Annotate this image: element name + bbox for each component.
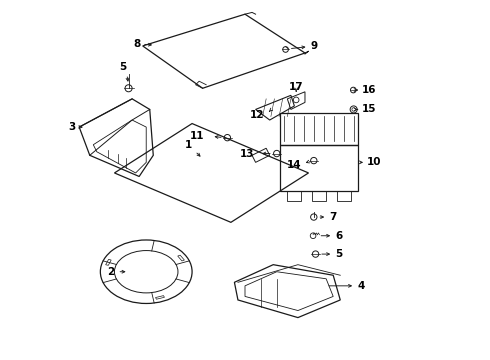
Text: 15: 15	[362, 104, 376, 114]
Text: 1: 1	[185, 140, 200, 156]
Text: 17: 17	[289, 81, 303, 91]
Text: 12: 12	[250, 110, 265, 120]
Text: 7: 7	[329, 212, 336, 222]
Bar	[287, 190, 301, 201]
Text: 2: 2	[107, 267, 125, 277]
Bar	[337, 190, 351, 201]
Text: 5: 5	[120, 62, 127, 72]
Bar	[312, 190, 326, 201]
Text: 3: 3	[69, 122, 82, 132]
Text: 13: 13	[239, 149, 254, 158]
Text: 14: 14	[287, 160, 301, 170]
Text: 10: 10	[367, 157, 381, 167]
Text: 16: 16	[362, 85, 376, 95]
Text: 4: 4	[329, 281, 365, 291]
Text: 6: 6	[335, 231, 342, 241]
Text: 8: 8	[134, 39, 141, 49]
Text: 5: 5	[335, 249, 342, 259]
Text: 11: 11	[190, 131, 204, 141]
Text: 9: 9	[310, 41, 318, 51]
